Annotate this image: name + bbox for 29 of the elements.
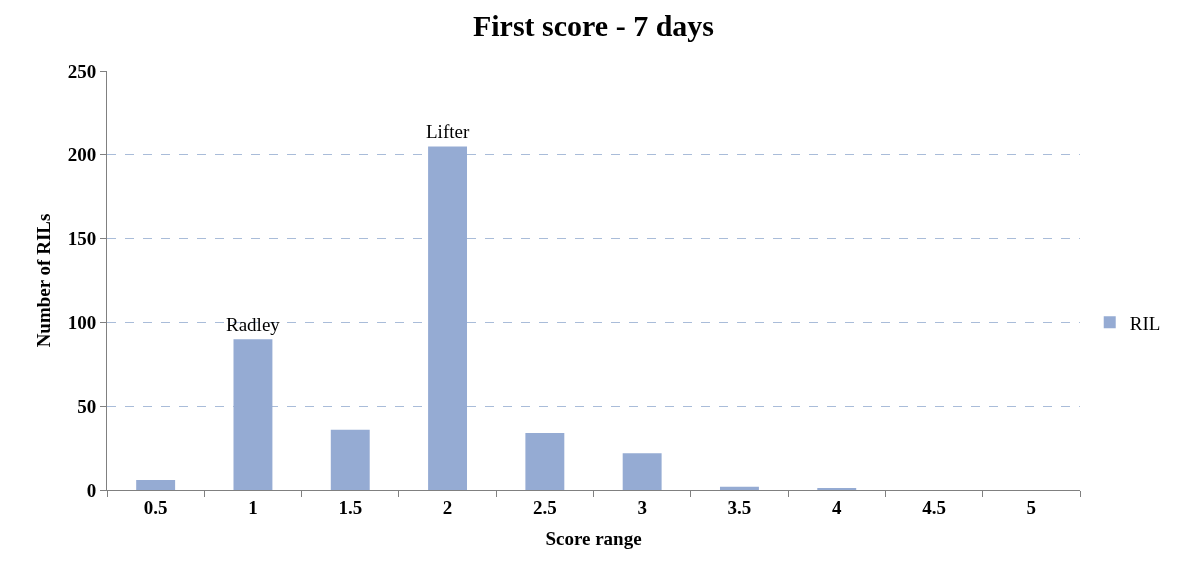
- bar: [719, 486, 759, 490]
- x-tick-label: 5: [1026, 496, 1037, 518]
- y-tick-label: 250: [67, 60, 97, 82]
- annotation: Lifter: [426, 121, 470, 142]
- x-tick-label: 1.5: [338, 496, 363, 518]
- y-tick-label: 150: [67, 228, 97, 250]
- x-tick-label: 1: [248, 496, 258, 518]
- x-tick-label: 4.5: [922, 496, 946, 518]
- x-tick-label: 2.5: [532, 496, 557, 518]
- legend-label: RIL: [1129, 312, 1161, 334]
- x-tick-label: 3.5: [727, 496, 752, 518]
- x-tick-label: 2: [442, 496, 453, 518]
- x-tick-label: 0.5: [143, 496, 168, 518]
- bar: [428, 146, 468, 490]
- bar: [136, 479, 176, 490]
- bar: [622, 453, 662, 490]
- y-tick-label: 200: [67, 144, 97, 166]
- chart-title: First score - 7 days: [472, 9, 715, 43]
- x-tick-label: 4: [832, 496, 842, 518]
- y-tick-label: 0: [86, 479, 97, 501]
- bar: [525, 433, 565, 490]
- x-axis-title: Score range: [545, 527, 642, 549]
- bar: [233, 339, 273, 490]
- x-tick-label: 3: [637, 496, 647, 518]
- y-axis-title: Number of RILs: [32, 213, 54, 348]
- y-tick-label: 50: [77, 395, 97, 417]
- bar: [330, 429, 370, 490]
- annotation: Radley: [226, 314, 281, 335]
- y-tick-label: 100: [67, 312, 97, 334]
